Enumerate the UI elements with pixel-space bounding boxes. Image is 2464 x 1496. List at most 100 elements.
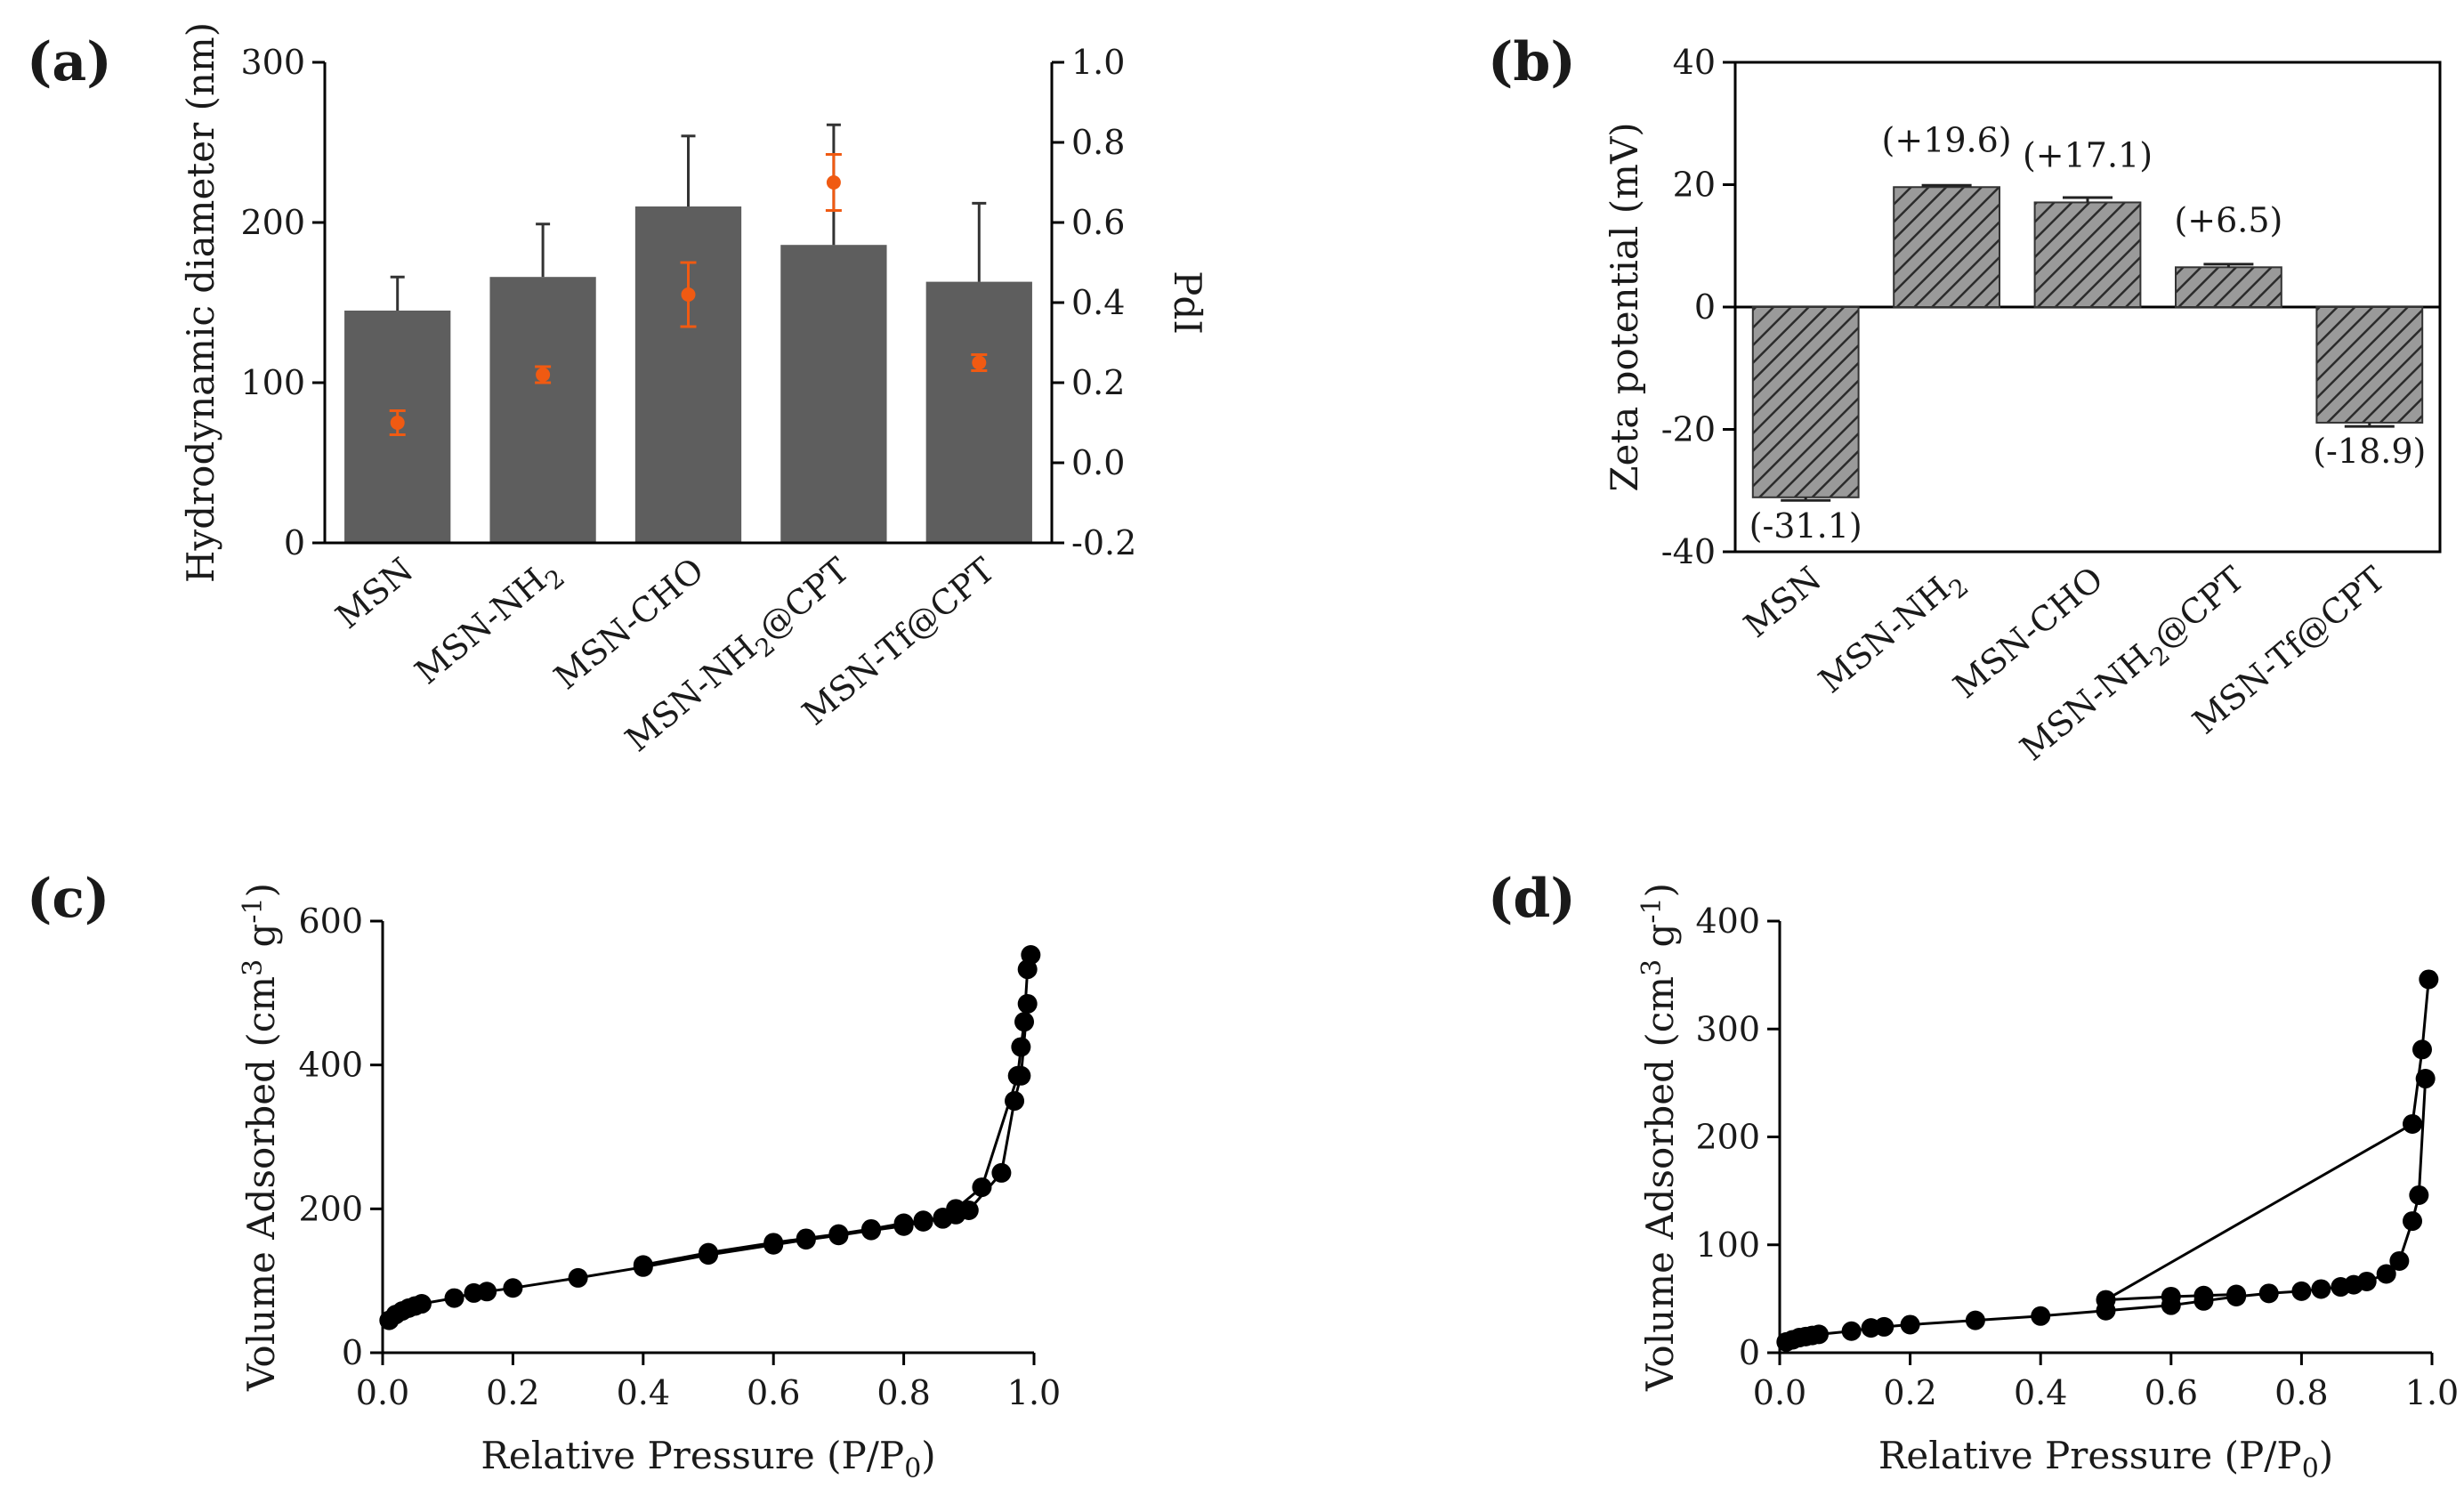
isotherm-point-desorption — [2096, 1290, 2116, 1310]
panel-d-isotherm-chart: Relative Pressure (P/P0) Volume Adsorbed… — [1636, 883, 2459, 1484]
y2-tick-label: 0.8 — [1071, 123, 1125, 162]
x-tick-label-main: MSN-NH — [2013, 636, 2159, 768]
isotherm-point-desorption — [913, 1210, 933, 1231]
isotherm-point-desorption — [699, 1242, 718, 1263]
isotherm-point-adsorption — [2356, 1271, 2377, 1291]
y-tick-label: 0 — [342, 1333, 363, 1372]
bar-hydrodynamic-diameter — [489, 277, 596, 543]
y-tick-label: 400 — [1695, 902, 1760, 941]
y2-tick-label: 0.2 — [1071, 363, 1125, 402]
panel-c-x-title-tail: ) — [921, 1434, 935, 1477]
bar-hydrodynamic-diameter — [925, 281, 1032, 543]
y-tick-label: 0 — [1739, 1333, 1760, 1372]
pdi-point — [681, 287, 696, 302]
y-tick-label: 40 — [1673, 43, 1716, 82]
panel-d-x-axis-title: Relative Pressure (P/P0) — [1878, 1434, 2333, 1484]
panel-c-x-title-sub: 0 — [904, 1453, 921, 1484]
panel-c-y-axis-title: Volume Adsorbed (cm3 g-1) — [238, 883, 283, 1392]
y-tick-label: -20 — [1661, 410, 1716, 449]
x-tick-label: 0.4 — [617, 1373, 670, 1412]
isotherm-point-adsorption — [503, 1278, 523, 1298]
x-tick-label-main: MSN — [328, 550, 421, 636]
bar-zeta-potential — [1893, 186, 2000, 308]
data-label: (+19.6) — [1882, 120, 2012, 159]
y-tick-label: 400 — [298, 1046, 363, 1085]
panel-c-y-title-sup: 3 — [238, 959, 269, 976]
panel-a-y-axis-title: Hydrodynamic diameter (nm) — [179, 22, 222, 583]
isotherm-point-adsorption — [444, 1288, 465, 1308]
x-tick-label: 1.0 — [1007, 1373, 1061, 1412]
isotherm-point-adsorption — [2403, 1211, 2423, 1232]
isotherm-point-desorption — [1014, 1012, 1035, 1032]
isotherm-line-desorption — [642, 954, 1032, 1266]
isotherm-point-adsorption — [1808, 1324, 1829, 1345]
y-tick-label: 100 — [240, 363, 305, 402]
panel-d-letter: (d) — [1488, 868, 1576, 930]
isotherm-point-desorption — [893, 1213, 914, 1233]
isotherm-point-desorption — [633, 1255, 653, 1275]
panel-d-x-title-tail: ) — [2319, 1434, 2333, 1477]
panel-c-isotherm-chart: Relative Pressure (P/P0) Volume Adsorbed… — [238, 883, 1061, 1484]
isotherm-point-adsorption — [1900, 1314, 1920, 1335]
isotherm-point-desorption — [796, 1228, 816, 1249]
x-tick-label: 0.2 — [1883, 1373, 1936, 1412]
x-tick-label: 0.0 — [356, 1373, 409, 1412]
panel-d-y-title-sup: -1 — [1636, 897, 1668, 923]
y-tick-label: 300 — [240, 43, 305, 82]
bar-zeta-potential — [2033, 201, 2142, 308]
x-tick-label-main: MSN — [1736, 559, 1829, 645]
isotherm-point-adsorption — [2376, 1264, 2396, 1284]
isotherm-point-adsorption — [411, 1294, 432, 1314]
panel-d-y-title-part: Volume Adsorbed (cm — [1638, 976, 1682, 1392]
panel-c-y-title-part: Volume Adsorbed (cm — [239, 976, 283, 1392]
x-tick-label: 1.0 — [2405, 1373, 2459, 1412]
panel-d-y-axis-title: Volume Adsorbed (cm3 g-1) — [1636, 883, 1682, 1392]
x-tick-label: 0.6 — [747, 1373, 800, 1412]
x-tick-label: 0.0 — [1753, 1373, 1806, 1412]
bar-zeta-potential — [2175, 266, 2282, 308]
y2-tick-label: -0.2 — [1071, 523, 1136, 562]
panel-c-letter: (c) — [27, 868, 109, 930]
bar-hydrodynamic-diameter — [780, 245, 887, 543]
x-tick-label: 0.8 — [877, 1373, 930, 1412]
x-tick-label-main: MSN-NH — [1812, 570, 1958, 701]
isotherm-point-adsorption — [1005, 1091, 1025, 1112]
data-label: (+17.1) — [2023, 135, 2153, 174]
y-tick-label: 200 — [1695, 1118, 1760, 1157]
x-tick-label: MSN — [328, 550, 421, 636]
isotherm-point-desorption — [2226, 1284, 2247, 1305]
panel-c-y-title-part: g — [239, 924, 283, 959]
panel-d-x-title-sub: 0 — [2302, 1453, 2319, 1484]
isotherm-point-adsorption — [1874, 1316, 1894, 1337]
panel-d-x-title-main: Relative Pressure (P/P — [1878, 1434, 2302, 1477]
isotherm-point-desorption — [2403, 1113, 2423, 1134]
x-tick-label: 0.8 — [2274, 1373, 2328, 1412]
data-label: (-31.1) — [1749, 506, 1862, 546]
y-tick-label: 0 — [1694, 287, 1716, 327]
isotherm-point-adsorption — [2415, 1069, 2436, 1089]
pdi-point — [390, 416, 405, 430]
x-tick-label: MSN-NH2​ — [1812, 559, 1975, 706]
panel-c-y-title-sup: -1 — [238, 897, 269, 923]
panel-d-y-title-sup: 3 — [1636, 959, 1668, 976]
isotherm-point-adsorption — [477, 1282, 497, 1302]
isotherm-point-adsorption — [1017, 993, 1038, 1014]
panel-a-hydrodynamic-diameter-chart: Hydrodynamic diameter (nm) PdI MSNMSN-NH… — [179, 22, 1209, 759]
isotherm-point-desorption — [2419, 969, 2439, 990]
y-tick-label: 100 — [1695, 1225, 1760, 1265]
isotherm-point-adsorption — [1841, 1321, 1862, 1341]
x-tick-label: 0.6 — [2145, 1373, 2198, 1412]
panel-a-letter: (a) — [27, 31, 112, 93]
isotherm-point-desorption — [2193, 1285, 2214, 1306]
isotherm-point-adsorption — [568, 1267, 588, 1288]
isotherm-point-desorption — [2412, 1039, 2433, 1060]
x-tick-label-tail: @CPT — [751, 550, 857, 648]
isotherm-point-adsorption — [2311, 1279, 2331, 1299]
panel-d-y-title-part: ) — [1638, 883, 1682, 897]
panel-c-x-axis-title: Relative Pressure (P/P0) — [481, 1434, 935, 1484]
x-tick-label-main: MSN-NH — [408, 561, 553, 692]
data-label: (+6.5) — [2174, 200, 2282, 239]
isotherm-point-adsorption — [991, 1162, 1012, 1183]
y-tick-label: 300 — [1695, 1009, 1760, 1048]
